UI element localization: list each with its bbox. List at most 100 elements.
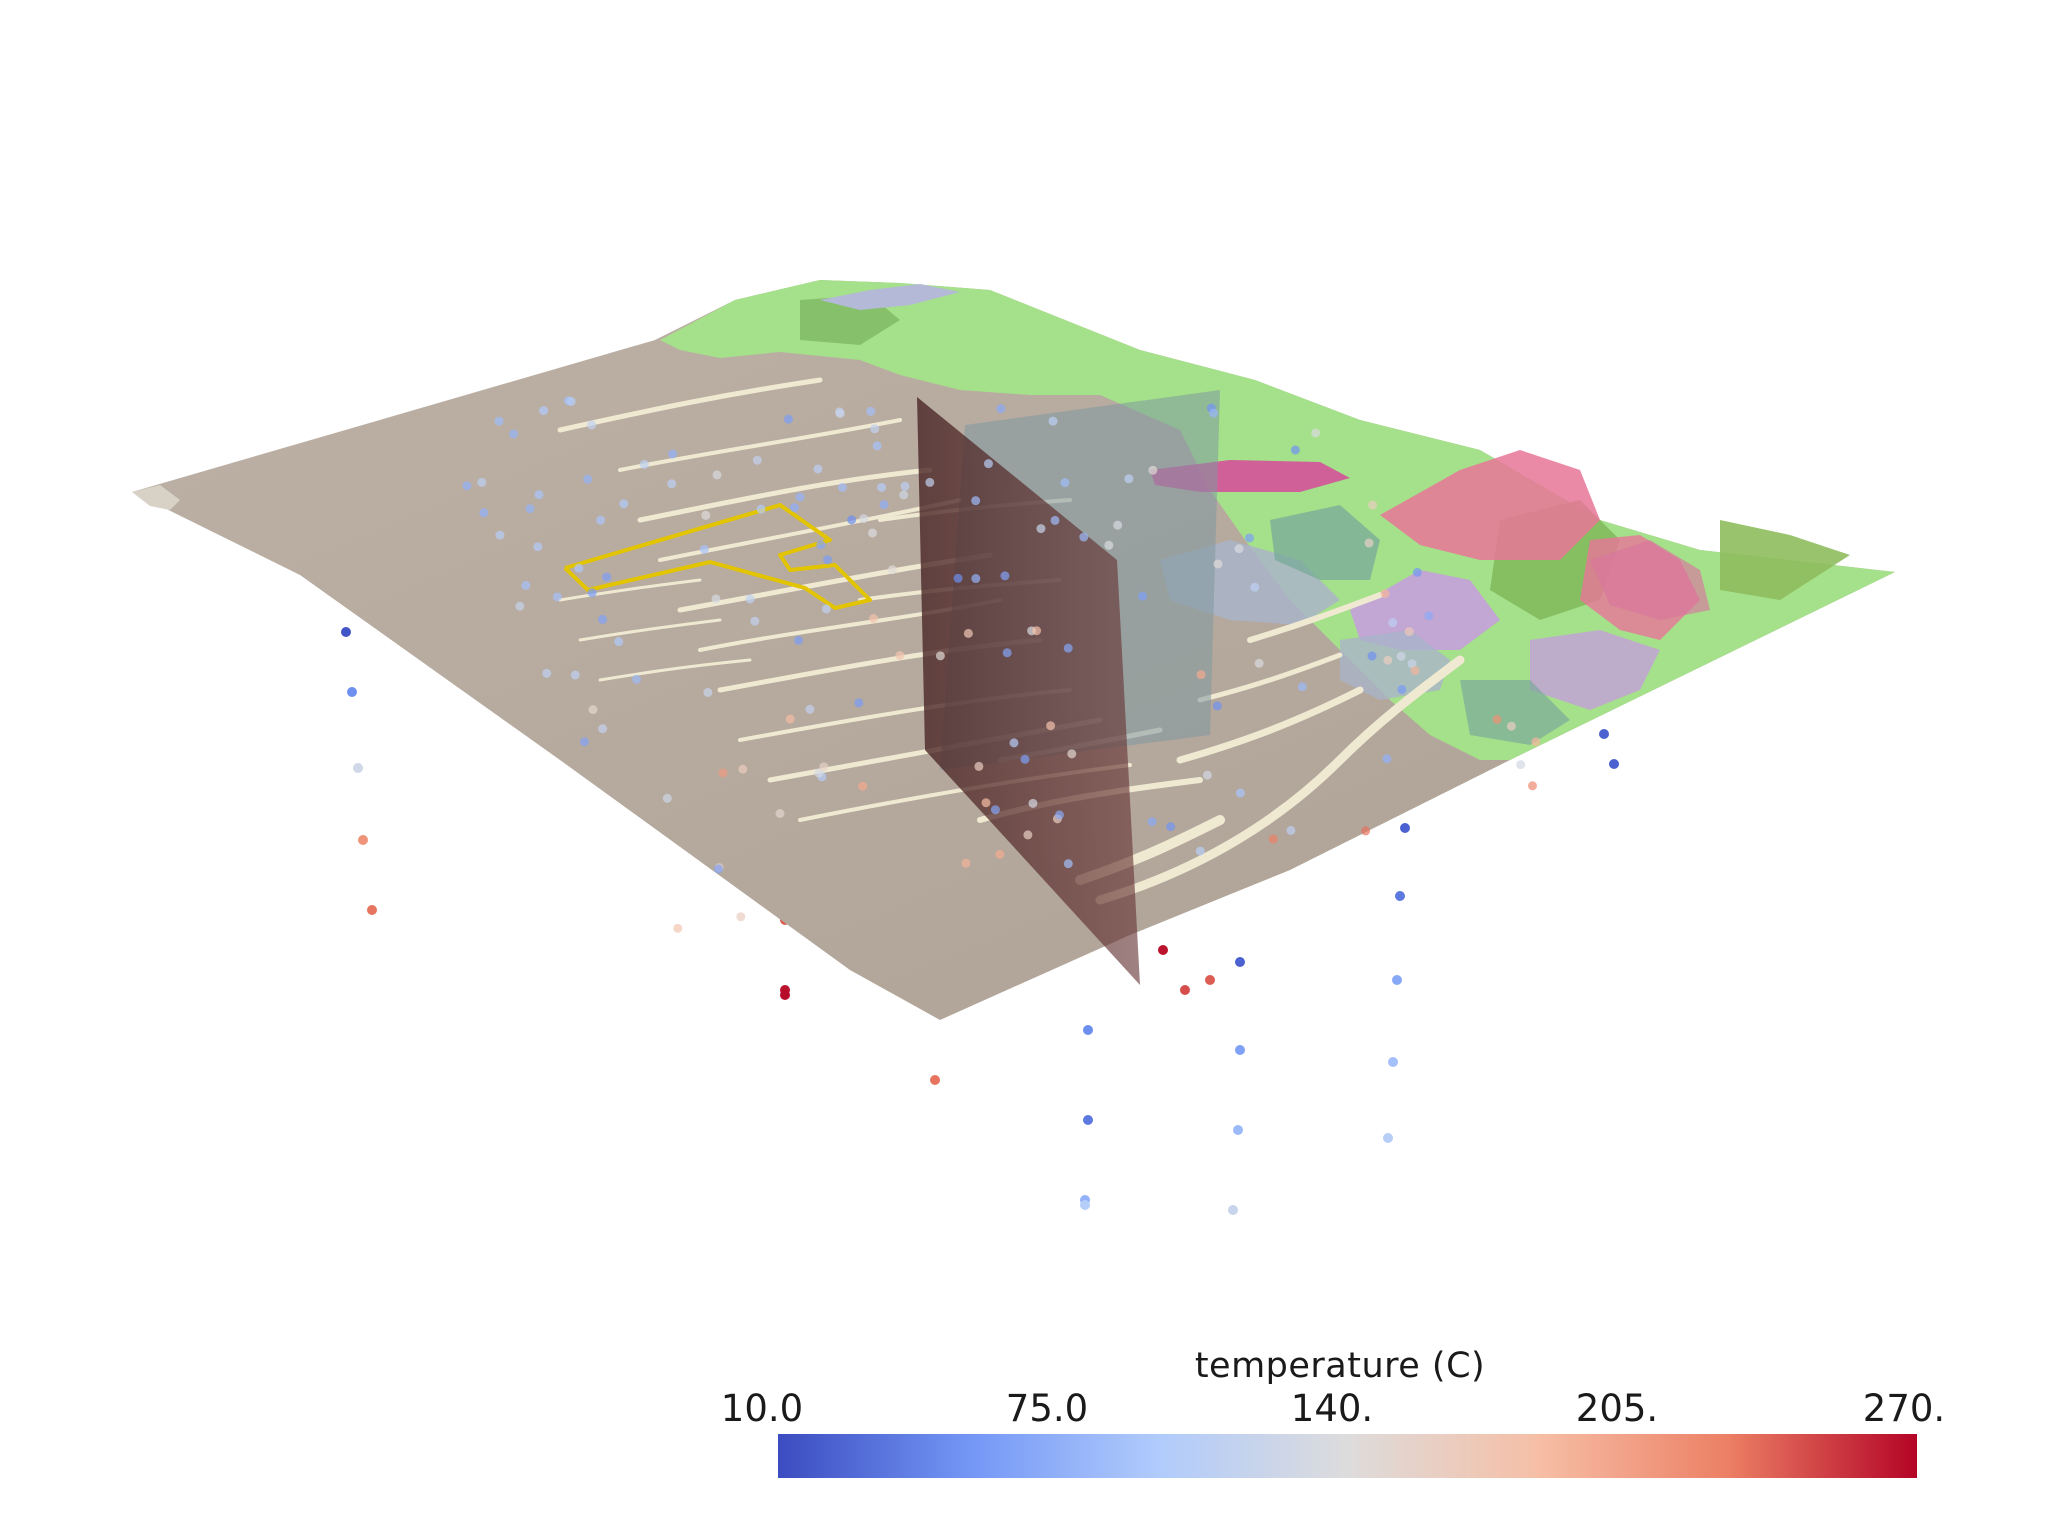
well-sample-point	[1254, 658, 1264, 668]
well-sample-point	[1212, 701, 1222, 711]
well-sample-point	[1388, 1057, 1398, 1067]
well-sample-point	[1234, 544, 1244, 554]
summit-unit	[820, 284, 960, 310]
well-sample-point	[632, 674, 642, 684]
well-sample-point	[515, 601, 525, 611]
well-sample-point	[521, 580, 531, 590]
well-sample-point	[598, 614, 608, 624]
well-sample-point	[995, 849, 1005, 859]
well-sample-point	[602, 572, 612, 582]
well-sample-point	[588, 705, 598, 715]
well-sample-point	[1311, 428, 1321, 438]
well-sample-point	[534, 490, 544, 500]
well-sample-point	[673, 923, 683, 933]
well-sample-point	[996, 404, 1006, 414]
well-sample-point	[1245, 533, 1255, 543]
well-sample-point	[1158, 945, 1168, 955]
well-sample-point	[574, 563, 584, 573]
well-sample-point	[854, 698, 864, 708]
well-sample-point	[1410, 666, 1420, 676]
well-sample-point	[639, 459, 649, 469]
well-sample-point	[1046, 721, 1056, 731]
well-sample-point	[1609, 759, 1619, 769]
well-sample-point	[341, 627, 351, 637]
well-sample-point	[1392, 975, 1402, 985]
well-sample-point	[1368, 500, 1378, 510]
well-sample-point	[877, 482, 887, 492]
well-sample-point	[1367, 651, 1377, 661]
well-sample-point	[1400, 823, 1410, 833]
well-sample-point	[900, 481, 910, 491]
well-sample-point	[1380, 589, 1390, 599]
well-sample-point	[1138, 591, 1148, 601]
well-sample-point	[961, 858, 971, 868]
well-sample-point	[1083, 1115, 1093, 1125]
well-sample-point	[1048, 416, 1058, 426]
well-sample-point	[552, 592, 562, 602]
well-sample-point	[823, 555, 833, 565]
well-sample-point	[1388, 618, 1398, 628]
well-sample-point	[1424, 611, 1434, 621]
well-sample-point	[1213, 559, 1223, 569]
well-sample-point	[703, 687, 713, 697]
well-sample-point	[1235, 1045, 1245, 1055]
well-sample-point	[819, 762, 829, 772]
well-sample-point	[953, 573, 963, 583]
well-sample-point	[712, 470, 722, 480]
well-sample-point	[587, 420, 597, 430]
well-sample-point	[596, 515, 606, 525]
well-sample-point	[1036, 524, 1046, 534]
well-sample-point	[1395, 891, 1405, 901]
well-sample-point	[1166, 822, 1176, 832]
well-sample-point	[1286, 825, 1296, 835]
well-sample-point	[1195, 846, 1205, 856]
well-sample-point	[813, 464, 823, 474]
study-area-outline	[563, 503, 872, 610]
well-sample-point	[775, 809, 785, 819]
left-corner-patch	[132, 485, 180, 510]
well-sample-point	[598, 724, 608, 734]
well-sample-point	[1083, 1025, 1093, 1035]
well-sample-point	[1063, 643, 1073, 653]
fault-plane	[917, 397, 1140, 985]
surface-well-samples	[462, 396, 1541, 933]
well-sample-point	[1235, 788, 1245, 798]
well-sample-point	[1397, 684, 1407, 694]
well-sample-point	[1290, 445, 1300, 455]
well-sample-point	[971, 496, 981, 506]
well-sample-point	[1180, 985, 1190, 995]
well-sample-point	[1148, 465, 1158, 475]
well-sample-point	[1383, 1133, 1393, 1143]
well-sample-point	[711, 594, 721, 604]
well-sample-point	[752, 455, 762, 465]
well-sample-point	[895, 650, 905, 660]
well-sample-point	[869, 614, 879, 624]
well-sample-point	[847, 515, 857, 525]
well-sample-point	[930, 1075, 940, 1085]
well-sample-point	[780, 990, 790, 1000]
well-sample-point	[1032, 626, 1042, 636]
well-sample-point	[668, 449, 678, 459]
well-sample-point	[1079, 532, 1089, 542]
well-sample-point	[963, 628, 973, 638]
well-sample-point	[868, 528, 878, 538]
well-sample-point	[1235, 957, 1245, 967]
well-sample-point	[1364, 538, 1374, 548]
well-sample-point	[1396, 651, 1406, 661]
well-sample-point	[971, 574, 981, 584]
well-sample-point	[1067, 749, 1077, 759]
well-sample-point	[835, 407, 845, 417]
well-sample-point	[1407, 659, 1417, 669]
well-sample-point	[870, 424, 880, 434]
well-sample-point	[1516, 760, 1526, 770]
well-sample-point	[821, 604, 831, 614]
well-sample-point	[1250, 582, 1260, 592]
well-sample-point	[1531, 737, 1541, 747]
well-sample-point	[872, 441, 882, 451]
well-sample-point	[794, 635, 804, 645]
well-sample-point	[1528, 781, 1538, 791]
well-sample-point	[814, 768, 824, 778]
well-sample-point	[1050, 515, 1060, 525]
